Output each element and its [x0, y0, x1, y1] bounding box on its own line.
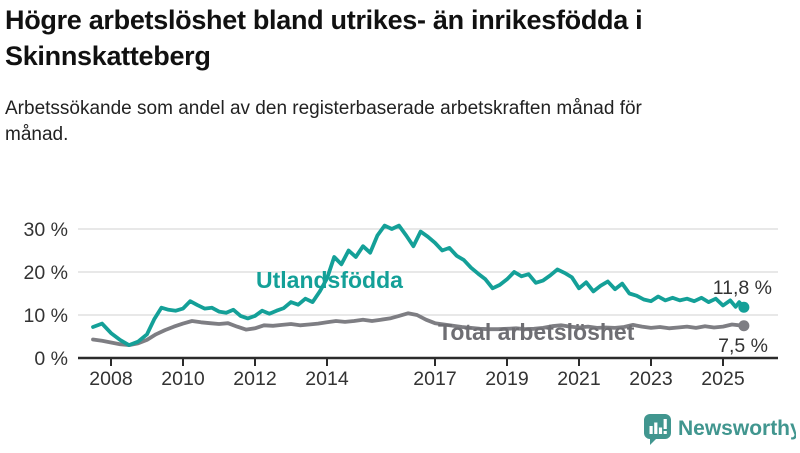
line-total-arbetsloshet: [91, 311, 746, 348]
line-utlandsfodda: [91, 223, 746, 348]
end-value-label-total-arbetsloshet: 7,5 %: [718, 335, 768, 357]
y-axis-label-0: 0 %: [34, 348, 68, 370]
newsworthy-logo: Newsworthy: [644, 414, 800, 445]
y-axis-label-30: 30 %: [24, 219, 68, 241]
series-label-utlandsfodda: Utlandsfödda: [256, 267, 403, 293]
newsworthy-logo-text: Newsworthy: [678, 417, 796, 440]
end-dot-utlandsfodda: [738, 301, 750, 313]
y-axis-label-10: 10 %: [24, 305, 68, 327]
page-subtitle: Arbetssökande som andel av den registerb…: [5, 98, 642, 145]
page-title: Högre arbetslöshet bland utrikes- än inr…: [5, 5, 643, 71]
x-axis-label-2023: 2023: [629, 368, 672, 390]
x-axis-label-2017: 2017: [413, 368, 456, 390]
x-axis-label-2008: 2008: [89, 368, 132, 390]
end-value-label-utlandsfodda: 11,8 %: [713, 277, 772, 299]
chart-svg: 0 % 10 % 20 % 30 % 2008 2010 2012 2014 2017 2019 2…: [24, 219, 778, 390]
x-axis-label-2014: 2014: [305, 368, 349, 390]
x-axis-label-2021: 2021: [557, 368, 600, 390]
x-axis-label-2019: 2019: [485, 368, 528, 390]
end-dot-total-arbetsloshet: [738, 320, 750, 332]
newsworthy-logo-link[interactable]: Newsworthy: [640, 412, 800, 448]
series-label-total-arbetsloshet: Total arbetslöshet: [438, 319, 635, 345]
y-axis-label-20: 20 %: [24, 262, 68, 284]
x-axis-label-2010: 2010: [161, 368, 205, 390]
unemployment-line-chart: 0 % 10 % 20 % 30 % 2008 2010 2012 2014 2017 2019 2…: [0, 193, 800, 408]
x-axis-label-2012: 2012: [233, 368, 276, 390]
chart-header: Högre arbetslöshet bland utrikes- än inr…: [5, 2, 795, 148]
newsworthy-chart-speech-bubble-icon: [644, 414, 671, 445]
x-axis-label-2025: 2025: [701, 368, 745, 390]
